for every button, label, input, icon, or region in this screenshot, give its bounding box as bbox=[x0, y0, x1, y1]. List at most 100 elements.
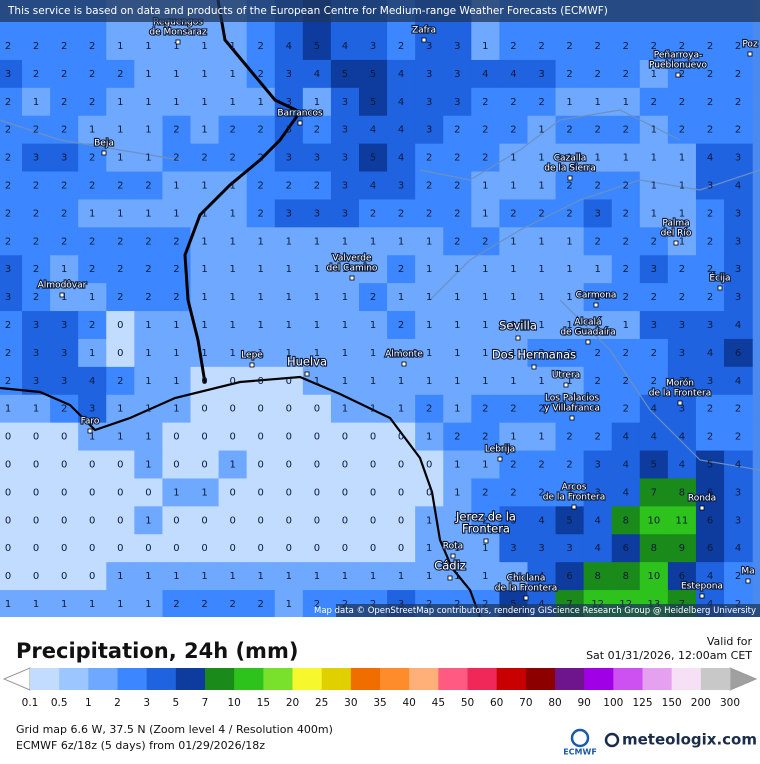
precip-value: 8 bbox=[623, 571, 629, 582]
precip-value: 2 bbox=[145, 292, 151, 303]
precip-value: 1 bbox=[145, 348, 151, 359]
precip-cell bbox=[302, 338, 332, 368]
precip-cell bbox=[443, 87, 472, 117]
precip-cell bbox=[639, 394, 669, 424]
precip-cell bbox=[499, 366, 529, 396]
precip-value: 1 bbox=[426, 515, 432, 526]
precip-value: 3 bbox=[426, 125, 432, 136]
precip-value: 6 bbox=[623, 543, 629, 554]
precip-cell bbox=[330, 87, 360, 117]
precip-value: 1 bbox=[117, 125, 123, 136]
precip-value: 2 bbox=[426, 404, 432, 415]
place-label: de Guadaíra bbox=[560, 328, 615, 338]
precip-cell bbox=[330, 311, 360, 340]
precip-cell bbox=[639, 171, 669, 201]
precip-value: 0 bbox=[89, 543, 95, 554]
precip-cell bbox=[0, 590, 23, 619]
place-dot bbox=[497, 456, 503, 462]
precip-cell bbox=[639, 199, 669, 228]
precip-value: 2 bbox=[370, 208, 376, 219]
precip-cell bbox=[499, 450, 529, 480]
legend-swatch bbox=[380, 668, 410, 690]
precip-cell bbox=[22, 478, 51, 507]
precip-value: 0 bbox=[229, 487, 235, 498]
precip-value: 1 bbox=[566, 153, 572, 164]
precip-value: 2 bbox=[594, 236, 600, 247]
precip-value: 1 bbox=[426, 571, 432, 582]
precip-value: 2 bbox=[258, 208, 264, 219]
precip-value: 1 bbox=[117, 404, 123, 415]
precip-value: 3 bbox=[454, 41, 460, 52]
precip-cell bbox=[218, 115, 248, 145]
precip-cell bbox=[527, 422, 557, 452]
precip-value: 1 bbox=[229, 69, 235, 80]
precip-value: 6 bbox=[566, 571, 572, 582]
precip-cell bbox=[190, 283, 220, 312]
precip-cell bbox=[359, 199, 388, 228]
precip-value: 1 bbox=[454, 292, 460, 303]
precip-cell bbox=[106, 227, 135, 256]
legend-swatch bbox=[321, 668, 352, 690]
precip-value: 1 bbox=[201, 264, 207, 275]
precip-value: 2 bbox=[594, 69, 600, 80]
precip-cell bbox=[471, 283, 500, 312]
precip-cell bbox=[134, 311, 164, 340]
precip-cell bbox=[78, 338, 107, 368]
precip-cell bbox=[667, 255, 697, 284]
precip-value: 0 bbox=[398, 543, 404, 554]
precip-value: 2 bbox=[5, 181, 11, 192]
precip-value: 2 bbox=[679, 41, 685, 52]
precip-cell bbox=[359, 534, 388, 563]
precip-value: 3 bbox=[342, 181, 348, 192]
precip-value: 0 bbox=[314, 404, 320, 415]
precip-value: 1 bbox=[286, 236, 292, 247]
precip-value: 0 bbox=[314, 432, 320, 443]
precip-value: 2 bbox=[426, 208, 432, 219]
precip-value: 2 bbox=[707, 97, 713, 108]
precip-value: 1 bbox=[314, 571, 320, 582]
precip-cell bbox=[50, 255, 79, 284]
precip-cell bbox=[274, 478, 304, 507]
precip-cell bbox=[724, 338, 753, 368]
precip-value: 1 bbox=[258, 264, 264, 275]
precip-value: 2 bbox=[510, 208, 516, 219]
attribution: Map data © OpenStreetMap contributors, r… bbox=[314, 606, 756, 616]
precip-cell bbox=[387, 255, 416, 284]
precip-value: 0 bbox=[5, 460, 11, 471]
precip-cell bbox=[246, 199, 276, 228]
precip-value: 2 bbox=[707, 208, 713, 219]
precip-value: 0 bbox=[61, 571, 67, 582]
precip-value: 4 bbox=[679, 460, 685, 471]
precip-value: 2 bbox=[510, 97, 516, 108]
precip-value: 0 bbox=[117, 320, 123, 331]
precip-cell bbox=[78, 227, 107, 256]
precip-value: 10 bbox=[647, 515, 660, 526]
precip-value: 1 bbox=[89, 125, 95, 136]
precip-cell bbox=[471, 450, 500, 480]
legend-swatch bbox=[30, 668, 60, 690]
precip-cell bbox=[218, 338, 248, 368]
precip-value: 1 bbox=[286, 348, 292, 359]
precip-cell bbox=[415, 422, 444, 452]
precip-value: 1 bbox=[566, 376, 572, 387]
precip-value: 0 bbox=[229, 543, 235, 554]
precip-value: 1 bbox=[426, 264, 432, 275]
precip-cell bbox=[611, 394, 641, 424]
precip-value: 2 bbox=[229, 599, 235, 610]
precip-value: 1 bbox=[89, 292, 95, 303]
precip-value: 0 bbox=[286, 376, 292, 387]
precip-cell bbox=[724, 255, 753, 284]
precip-cell bbox=[695, 562, 725, 591]
precip-cell bbox=[555, 283, 585, 312]
precip-value: 5 bbox=[707, 460, 713, 471]
precip-value: 2 bbox=[117, 264, 123, 275]
precip-value: 1 bbox=[538, 264, 544, 275]
precip-cell bbox=[639, 255, 669, 284]
place-dot bbox=[677, 400, 683, 406]
legend-tick-label: 0.5 bbox=[51, 697, 68, 709]
precip-value: 2 bbox=[258, 125, 264, 136]
precip-value: 2 bbox=[398, 41, 404, 52]
precip-value: 2 bbox=[61, 125, 67, 136]
precip-cell bbox=[274, 199, 304, 228]
grid-values: 2 2 2 2 1 1 1 1 1 2 4 5 4 3 2 3 3 1 2 2 2 2 2 2 2 2 23 2 2 2 2 1 1 1 1 2 3 4 5… bbox=[5, 41, 741, 610]
